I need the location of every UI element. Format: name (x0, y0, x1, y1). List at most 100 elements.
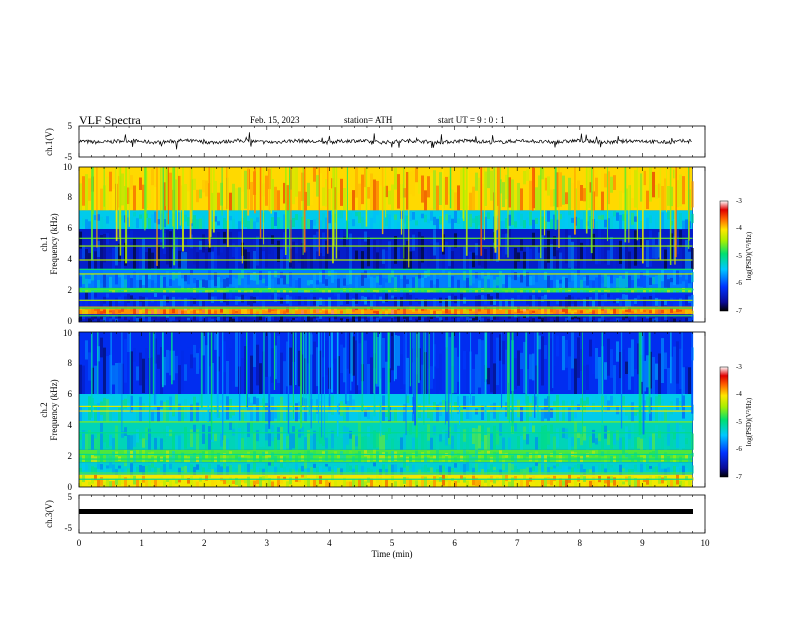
spec2-speckle (445, 463, 448, 468)
spec1-sferic (346, 167, 349, 240)
spec2-speckle (487, 409, 490, 422)
spec2-sferic (641, 332, 643, 382)
spec1-speckle (385, 310, 388, 315)
spec1-sferic (241, 167, 243, 264)
spec1-speckle (670, 277, 673, 283)
spec1-speckle (130, 278, 133, 288)
spec1-speckle (460, 211, 463, 217)
spec1-speckle (109, 318, 112, 322)
spec1-speckle (448, 310, 451, 315)
spec1-speckle (397, 308, 400, 311)
spec2-speckle (490, 333, 493, 393)
spec2-speckle (676, 422, 679, 449)
spec2-speckle (295, 344, 298, 394)
ch1-ytick-bottom: -5 (65, 152, 73, 162)
spec2-sferic (263, 332, 265, 411)
spec2-speckle (163, 463, 166, 475)
spec1-speckle (364, 231, 367, 242)
spec1-sferic (119, 167, 122, 256)
spec1-speckle (166, 306, 169, 314)
spec1-speckle (283, 232, 286, 258)
spec2-speckle (628, 469, 631, 475)
spec2-speckle (181, 350, 184, 392)
spec1-speckle (628, 275, 631, 288)
spec1-speckle (298, 191, 301, 211)
spec2-speckle (223, 463, 226, 469)
spec2-speckle (277, 404, 280, 422)
spec1-speckle (667, 300, 670, 307)
spec1-speckle (229, 270, 232, 285)
spec2-speckle (520, 435, 523, 450)
spec1-speckle (148, 189, 151, 204)
spec1-speckle (514, 190, 517, 211)
spec2-speckle (598, 433, 601, 442)
spec1-speckle (337, 310, 340, 314)
spec1-speckle (547, 176, 550, 196)
spec2-speckle (658, 463, 661, 474)
spec2-speckle (115, 402, 118, 422)
spec1-speckle (559, 300, 562, 307)
spec1-speckle (184, 298, 187, 307)
spec1-speckle (115, 297, 118, 307)
spec2-speckle (226, 438, 229, 450)
spec1-speckle (160, 317, 163, 322)
spec1-speckle (649, 277, 652, 285)
spec2-speckle (415, 450, 418, 457)
spec2-speckle (364, 465, 367, 471)
spec1-speckle (490, 289, 493, 293)
spec1-speckle (310, 294, 313, 301)
spec1-speckle (670, 233, 673, 261)
spec1-speckle (532, 310, 535, 313)
spec1-speckle (259, 316, 262, 321)
spec2-speckle (172, 350, 175, 381)
spec1-speckle (286, 294, 289, 304)
spec1-speckle (214, 181, 217, 211)
spec2-speckle (205, 475, 208, 481)
spec2-speckle (688, 479, 691, 486)
spec1-speckle (520, 213, 523, 227)
spec1-speckle (604, 173, 607, 188)
spec2-speckle (181, 406, 184, 422)
spec2-speckle (559, 453, 562, 463)
spec1-speckle (553, 295, 556, 303)
spec1-speckle (607, 276, 610, 288)
spec1-speckle (508, 315, 511, 319)
spec1-speckle (619, 214, 622, 229)
spec1-speckle (385, 293, 388, 302)
spec1-speckle (232, 276, 235, 287)
spec2-speckle (265, 403, 268, 422)
spec1-speckle (268, 295, 271, 301)
spec2-speckle (220, 466, 223, 475)
spec2-speckle (481, 479, 484, 487)
spec2-sferic (501, 332, 503, 408)
spec1-speckle (568, 210, 571, 216)
spec1-speckle (451, 189, 454, 211)
spec1-speckle (328, 210, 331, 224)
spec1-speckle (568, 177, 571, 211)
spec1-speckle (307, 219, 310, 229)
spec1-speckle (112, 247, 115, 270)
spec2-speckle (259, 432, 262, 448)
spec2-speckle (301, 397, 304, 407)
ticks-p4-marks (78, 495, 706, 533)
spec2-speckle (637, 479, 640, 487)
spec2-speckle (682, 429, 685, 449)
spec1-speckle (349, 191, 352, 211)
spec2-speckle (127, 468, 130, 475)
spec2-sferic (222, 332, 224, 441)
spec1-speckle (79, 276, 82, 287)
spec2-speckle (241, 466, 244, 472)
spec1-sferic (480, 167, 483, 256)
spec1-speckle (604, 219, 607, 228)
spec2-speckle (466, 462, 469, 471)
spec2-speckle (298, 479, 301, 483)
spec1-speckle (382, 249, 385, 264)
spec2-sferic (405, 332, 407, 436)
spec2-speckle (274, 345, 277, 380)
spec1-speckle (541, 317, 544, 322)
spec1-speckle (286, 274, 289, 284)
spec2-speckle (166, 467, 169, 475)
spec1-speckle (154, 289, 157, 292)
spec1-speckle (268, 220, 271, 229)
spec2-speckle (580, 398, 583, 406)
